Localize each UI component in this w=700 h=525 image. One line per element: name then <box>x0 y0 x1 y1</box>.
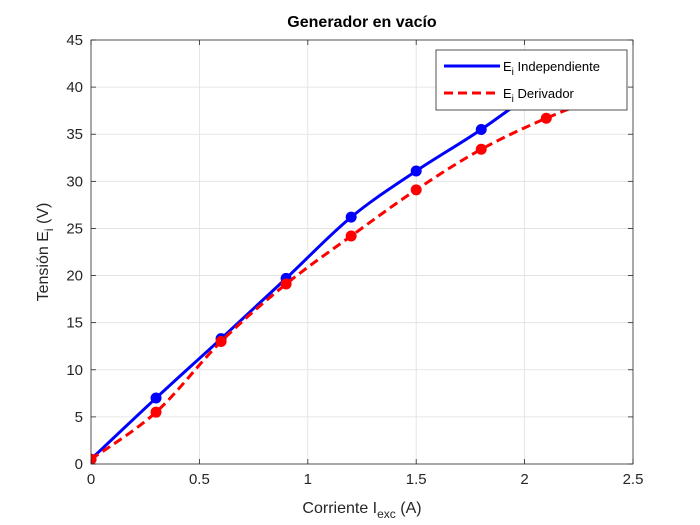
legend-label-independiente: Ei Independiente <box>503 59 600 78</box>
y-tick-label: 0 <box>75 456 83 473</box>
y-axis-label: Tensión Ei (V) <box>35 203 56 302</box>
x-tick-label: 2 <box>520 471 528 488</box>
plot-area-background <box>91 40 633 464</box>
data-point-derivador <box>475 143 487 155</box>
data-point-derivador <box>410 184 422 196</box>
plot-area-border <box>90 39 634 465</box>
x-tick-label: 1 <box>304 471 312 488</box>
y-tick-label: 35 <box>66 126 83 143</box>
data-point-independiente <box>410 165 422 177</box>
data-point-derivador <box>345 230 357 242</box>
y-tick-label: 25 <box>66 220 83 237</box>
y-tick-label: 45 <box>66 32 83 49</box>
data-point-derivador <box>150 406 162 418</box>
y-tick-label: 10 <box>66 362 83 379</box>
data-point-independiente <box>345 211 357 223</box>
data-point-derivador <box>215 336 227 348</box>
data-point-independiente <box>475 124 487 136</box>
y-tick-label: 15 <box>66 315 83 332</box>
x-tick-label: 1.5 <box>406 471 427 488</box>
data-point-derivador <box>280 278 292 290</box>
legend-label-derivador: Ei Derivador <box>503 86 575 105</box>
y-tick-label: 30 <box>66 173 83 190</box>
data-point-derivador <box>540 112 552 124</box>
chart-title: Generador en vacío <box>287 14 437 31</box>
axis-ticks: 0 0.5 1 1.5 2 2.5 0 5 10 15 20 25 30 35 40 45 <box>66 32 643 488</box>
data-point-derivador <box>91 453 97 464</box>
legend-box <box>435 49 628 111</box>
x-tick-label: 0.5 <box>189 471 210 488</box>
y-tick-label: 5 <box>75 409 83 426</box>
x-tick-label: 0 <box>87 471 95 488</box>
x-tick-label: 2.5 <box>623 471 644 488</box>
data-point-independiente <box>150 392 162 404</box>
legend: Ei Independiente Ei Derivador <box>435 49 628 111</box>
grid-lines <box>91 40 633 464</box>
y-tick-label: 40 <box>66 79 83 96</box>
x-axis-label: Corriente Iexc (A) <box>302 500 421 521</box>
y-tick-label: 20 <box>66 268 83 285</box>
